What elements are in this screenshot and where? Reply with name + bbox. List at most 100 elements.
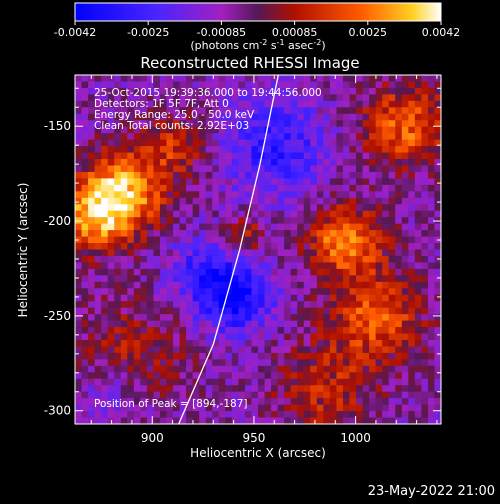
heatmap-pixel <box>101 255 109 263</box>
heatmap-pixel <box>395 333 403 341</box>
heatmap-pixel <box>401 411 409 418</box>
heatmap-pixel <box>427 417 435 424</box>
heatmap-pixel <box>199 210 207 218</box>
heatmap-pixel <box>244 391 252 399</box>
heatmap-pixel <box>205 217 213 225</box>
heatmap-pixel <box>231 333 239 341</box>
heatmap-pixel <box>329 327 337 334</box>
heatmap-pixel <box>408 339 416 347</box>
heatmap-pixel <box>277 81 285 89</box>
heatmap-pixel <box>388 294 396 302</box>
heatmap-pixel <box>244 87 252 95</box>
heatmap-pixel <box>349 230 357 237</box>
heatmap-pixel <box>401 191 409 199</box>
heatmap-pixel <box>146 378 154 386</box>
heatmap-pixel <box>238 320 246 328</box>
heatmap-pixel <box>375 75 383 82</box>
heatmap-pixel <box>140 398 148 406</box>
heatmap-pixel <box>401 275 409 283</box>
heatmap-pixel <box>297 391 305 399</box>
heatmap-pixel <box>388 307 396 315</box>
heatmap-pixel <box>303 249 311 257</box>
heatmap-pixel <box>414 87 422 95</box>
heatmap-pixel <box>140 178 148 186</box>
heatmap-pixel <box>375 314 383 321</box>
heatmap-pixel <box>258 204 265 212</box>
heatmap-pixel <box>127 243 135 250</box>
heatmap-pixel <box>75 152 82 160</box>
heatmap-pixel <box>375 210 383 218</box>
heatmap-pixel <box>88 223 96 231</box>
heatmap-pixel <box>277 327 285 334</box>
heatmap-pixel <box>94 94 102 102</box>
heatmap-pixel <box>323 100 331 108</box>
heatmap-pixel <box>277 378 285 386</box>
heatmap-pixel <box>75 359 82 367</box>
heatmap-pixel <box>375 262 383 270</box>
heatmap-pixel <box>284 391 292 399</box>
heatmap-pixel <box>251 126 259 134</box>
heatmap-pixel <box>120 107 128 115</box>
heatmap-pixel <box>362 391 370 399</box>
heatmap-pixel <box>427 398 435 406</box>
heatmap-pixel <box>225 171 233 179</box>
heatmap-pixel <box>362 243 370 250</box>
heatmap-pixel <box>218 100 226 108</box>
heatmap-pixel <box>192 372 200 380</box>
heatmap-pixel <box>81 365 89 373</box>
heatmap-pixel <box>212 223 220 231</box>
heatmap-pixel <box>107 372 115 380</box>
heatmap-pixel <box>120 385 128 393</box>
heatmap-pixel <box>336 346 344 354</box>
heatmap-pixel <box>329 236 337 244</box>
heatmap-pixel <box>310 243 318 250</box>
heatmap-pixel <box>225 352 233 360</box>
heatmap-pixel <box>414 339 422 347</box>
heatmap-pixel <box>146 417 154 424</box>
heatmap-pixel <box>277 120 285 128</box>
heatmap-pixel <box>238 81 246 89</box>
heatmap-pixel <box>146 404 154 412</box>
heatmap-pixel <box>238 262 246 270</box>
heatmap-pixel <box>369 294 377 302</box>
heatmap-pixel <box>75 404 82 412</box>
heatmap-pixel <box>369 417 377 424</box>
heatmap-pixel <box>153 171 161 179</box>
heatmap-pixel <box>356 281 363 289</box>
heatmap-pixel <box>323 333 331 341</box>
heatmap-pixel <box>408 294 416 302</box>
heatmap-pixel <box>81 171 89 179</box>
heatmap-pixel <box>94 398 102 406</box>
heatmap-pixel <box>231 243 239 250</box>
heatmap-pixel <box>382 255 390 263</box>
heatmap-pixel <box>133 133 141 141</box>
heatmap-pixel <box>388 275 396 283</box>
heatmap-pixel <box>316 391 324 399</box>
heatmap-pixel <box>382 385 390 393</box>
heatmap-pixel <box>166 94 174 102</box>
heatmap-pixel <box>264 288 272 296</box>
heatmap-pixel <box>258 165 265 173</box>
heatmap-pixel <box>342 320 350 328</box>
heatmap-pixel <box>434 178 441 186</box>
heatmap-pixel <box>427 230 435 237</box>
heatmap-pixel <box>212 288 220 296</box>
heatmap-pixel <box>251 333 259 341</box>
heatmap-pixel <box>146 152 154 160</box>
heatmap-pixel <box>434 327 441 334</box>
heatmap-pixel <box>101 404 109 412</box>
heatmap-pixel <box>159 352 167 360</box>
heatmap-pixel <box>342 411 350 418</box>
heatmap-pixel <box>362 197 370 205</box>
heatmap-pixel <box>173 320 180 328</box>
heatmap-pixel <box>336 159 344 166</box>
heatmap-pixel <box>127 268 135 276</box>
heatmap-pixel <box>94 268 102 276</box>
heatmap-pixel <box>173 197 180 205</box>
heatmap-pixel <box>140 255 148 263</box>
heatmap-pixel <box>179 346 187 354</box>
heatmap-pixel <box>192 398 200 406</box>
heatmap-pixel <box>362 372 370 380</box>
heatmap-pixel <box>238 133 246 141</box>
heatmap-pixel <box>342 372 350 380</box>
